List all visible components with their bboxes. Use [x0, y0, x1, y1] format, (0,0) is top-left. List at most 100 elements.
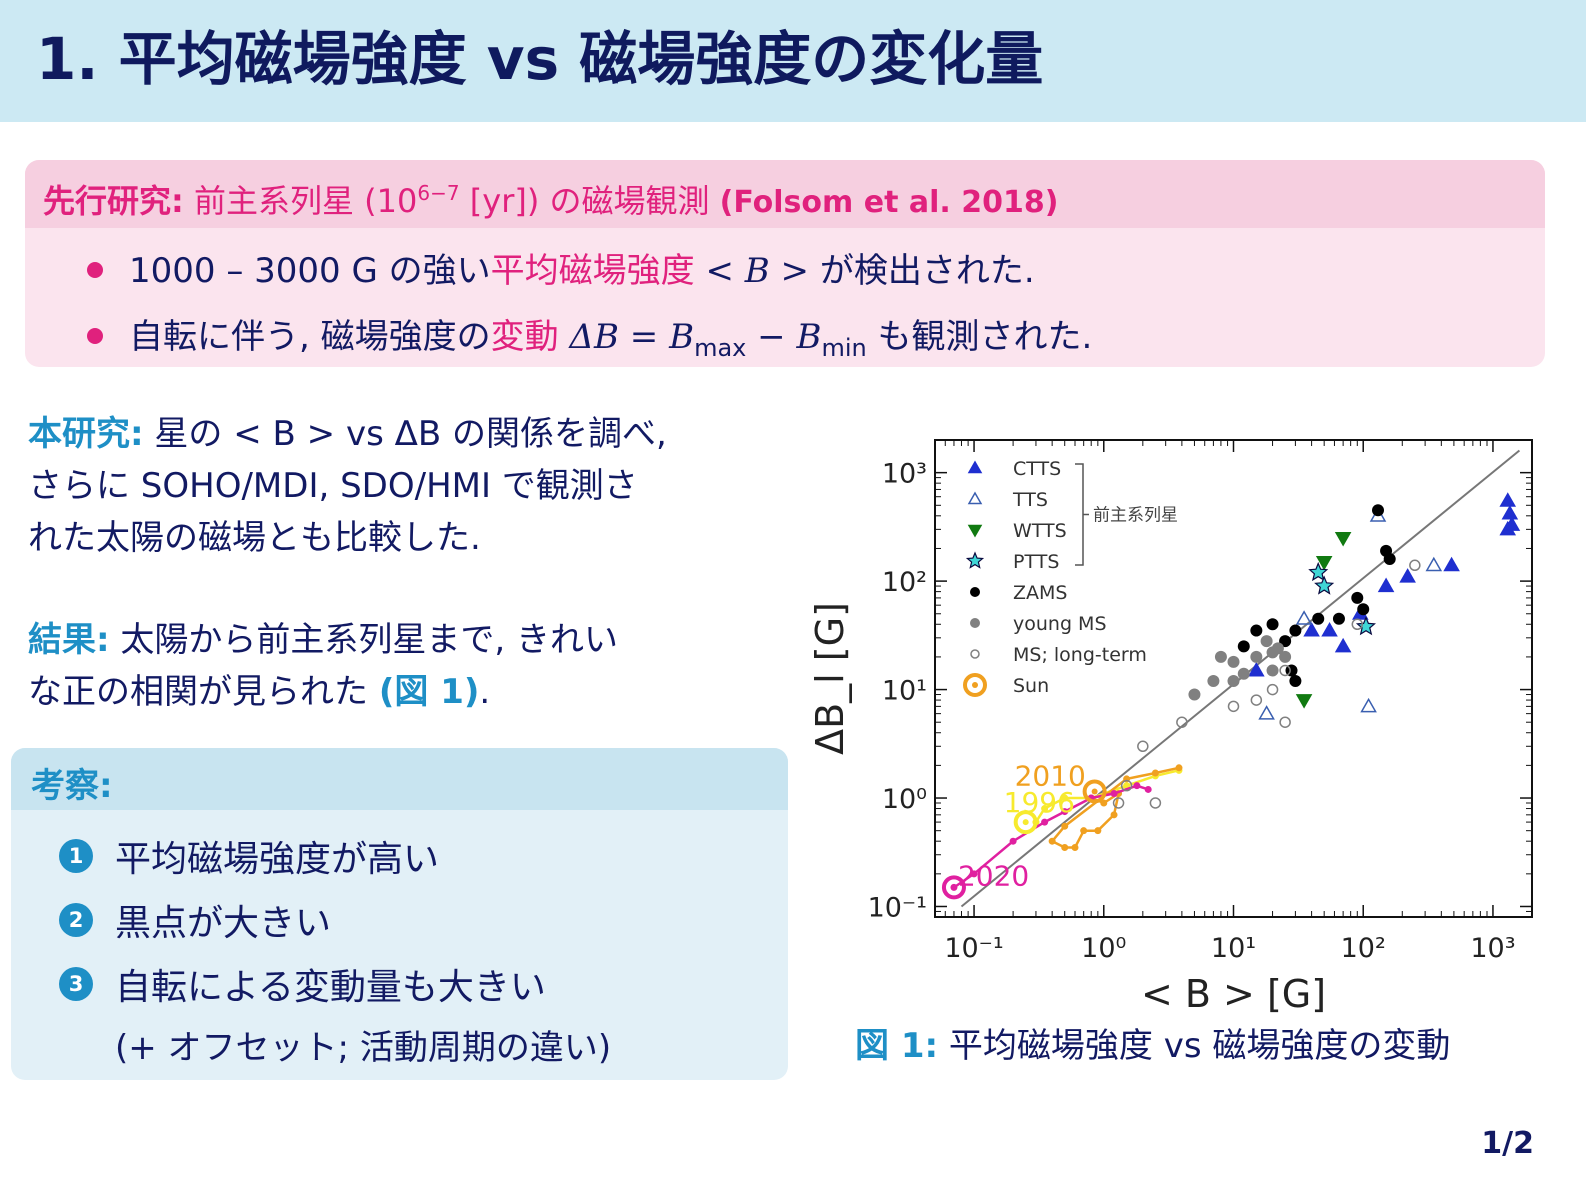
discussion-list: 1 平均磁場強度が高い 2 黒点が大きい 3 自転による変動量も大きい (+ オフセッ… — [11, 810, 788, 1080]
sun-point — [1061, 843, 1069, 851]
data-point-young-ms — [1237, 667, 1250, 680]
legend-marker-wtts — [967, 524, 983, 538]
prior-item-2-sub-min: min — [821, 334, 867, 362]
sun-point — [1061, 822, 1069, 830]
legend-marker-zams — [970, 587, 980, 597]
prior-item-2-text: 自転に伴う, 磁場強度の — [129, 317, 491, 357]
sun-point — [1110, 790, 1118, 798]
data-point-zams — [1312, 612, 1325, 625]
prior-list: 1000 – 3000 G の強い平均磁場強度 < B > が検出された. 自転… — [25, 228, 1545, 367]
data-point-ctts — [1399, 568, 1416, 583]
data-point-young-ms — [1250, 650, 1263, 663]
caption-text: 平均磁場強度 vs 磁場強度の変動 — [938, 1026, 1451, 1066]
data-point-ptts — [1308, 561, 1329, 582]
sun-point — [1041, 805, 1049, 813]
sun-marker-center — [1022, 819, 1029, 826]
data-point-ctts — [1321, 622, 1338, 637]
sun-marker-center — [1091, 788, 1098, 795]
result-end: . — [479, 672, 491, 712]
data-point-ms-long-term — [1279, 664, 1291, 677]
spacer — [28, 564, 788, 614]
prior-research-header: 先行研究: 前主系列星 (106−7 [yr]) の磁場観測 (Folsom e… — [25, 160, 1545, 228]
legend-label: WTTS — [1013, 520, 1067, 542]
study-line-1: 本研究: 星の < B > vs ΔB の関係を調べ, — [28, 408, 788, 460]
legend-label: ZAMS — [1013, 582, 1067, 604]
prior-item-2-sub-max: max — [694, 334, 747, 362]
sun-point — [1100, 799, 1108, 807]
sun-point — [1151, 769, 1159, 777]
data-point-zams — [1289, 624, 1302, 637]
discussion-header: 考察: — [11, 748, 788, 810]
study-line-3: れた太陽の磁場とも比較した. — [28, 518, 481, 558]
legend-label: TTS — [1012, 489, 1048, 511]
result-figure-ref: (図 1) — [378, 672, 480, 712]
study-line-2: さらに SOHO/MDI, SDO/HMI で観測さ — [28, 466, 638, 506]
sun-year-label: 2020 — [958, 859, 1029, 892]
prior-item-1-math: < B > — [694, 251, 820, 291]
sun-point — [1061, 794, 1069, 802]
data-point-zams — [1237, 640, 1250, 653]
y-tick-label: 10³ — [882, 459, 927, 490]
sun-point — [1094, 827, 1102, 835]
data-point-young-ms — [1227, 655, 1240, 668]
result-line-2: な正の相関が見られた (図 1). — [28, 666, 788, 718]
data-point-young-ms — [1214, 650, 1227, 663]
legend-marker-ptts — [965, 551, 985, 569]
x-tick-label: 10⁰ — [1081, 933, 1126, 964]
prior-item-2-highlight: 変動 — [490, 317, 559, 357]
data-point-ctts — [1501, 505, 1519, 520]
prior-item-1: 1000 – 3000 G の強い平均磁場強度 < B > が検出された. — [87, 238, 1545, 304]
data-point-ctts — [1303, 622, 1320, 637]
page-number: 1/2 — [1481, 1126, 1534, 1161]
prior-label: 先行研究: — [43, 182, 184, 220]
scatter-chart: 10⁻¹ 10⁻¹ 10⁰ 10⁰ 10¹ 10¹ 10² 10² 10³ 10³ 19962010… — [808, 439, 1533, 1016]
data-point-zams — [1332, 612, 1345, 625]
prior-item-2: 自転に伴う, 磁場強度の変動 ΔB = Bmax − Bmin も観測された. — [87, 304, 1545, 367]
data-point-ms-long-term — [1250, 694, 1263, 706]
slide-title: 1. 平均磁場強度 vs 磁場強度の変化量 — [36, 25, 1044, 93]
data-point-ctts — [1503, 516, 1521, 531]
bullet-icon — [87, 328, 103, 344]
legend-marker-ms-long-term — [970, 649, 980, 659]
prior-item-1-end: が検出された. — [819, 251, 1035, 291]
legend-label: CTTS — [1013, 458, 1061, 480]
data-point-ms-long-term — [1120, 779, 1133, 792]
legend-label: MS; long-term — [1013, 644, 1147, 666]
sun-point — [1061, 808, 1069, 816]
sun-point — [1009, 837, 1017, 845]
sun-point — [1110, 811, 1118, 819]
study-line-1-text: 星の < B > vs ΔB の関係を調べ, — [143, 414, 667, 454]
data-point-ptts — [1355, 616, 1376, 636]
sun-marker — [941, 875, 966, 900]
legend-marker-young-ms — [970, 618, 980, 628]
sun-point — [970, 870, 978, 878]
data-point-young-ms — [1188, 688, 1201, 701]
sun-marker — [1013, 810, 1038, 835]
data-point-ms-long-term — [1351, 618, 1364, 631]
legend-marker-sun — [963, 673, 987, 697]
data-point-ms-long-term — [1279, 716, 1291, 728]
data-point-zams — [1289, 674, 1302, 687]
sun-point — [1041, 818, 1049, 826]
sun-point — [1048, 837, 1056, 845]
data-point-tts — [1360, 697, 1377, 713]
discussion-note: (+ オフセット; 活動周期の違い) — [115, 1028, 612, 1068]
legend-marker-tts — [967, 491, 983, 505]
x-tick-label: 10¹ — [1211, 933, 1256, 964]
data-point-ptts — [1314, 575, 1335, 595]
data-point-zams — [1351, 591, 1364, 604]
study-section: 本研究: 星の < B > vs ΔB の関係を調べ, さらに SOHO/MDI… — [28, 408, 788, 718]
data-point-ctts — [1334, 637, 1352, 653]
data-point-ms-long-term — [1227, 700, 1240, 713]
discussion-item-3: 3 自転による変動量も大きい — [59, 952, 788, 1016]
data-point-young-ms — [1279, 650, 1292, 663]
x-tick-label: 10² — [1341, 933, 1386, 964]
y-tick-label: 10⁻¹ — [868, 892, 927, 923]
x-axis-label: < B > [G] — [1141, 972, 1326, 1016]
sun-point — [1144, 785, 1152, 793]
data-point-ctts — [1443, 556, 1460, 572]
data-point-young-ms — [1266, 664, 1279, 677]
x-tick-label: 10³ — [1470, 933, 1515, 964]
discussion-item-1: 1 平均磁場強度が高い — [59, 824, 788, 888]
prior-item-1-text: 1000 – 3000 G の強い — [129, 251, 491, 291]
